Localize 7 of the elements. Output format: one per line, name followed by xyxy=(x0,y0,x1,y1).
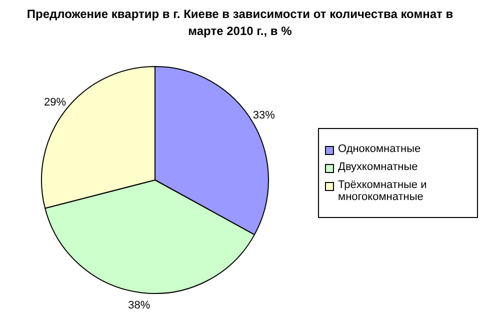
legend-label: Трёхкомнатные и многокомнатные xyxy=(338,179,428,203)
legend-label: Однокомнатные xyxy=(338,143,421,155)
data-label: 33% xyxy=(252,110,276,122)
data-label: 29% xyxy=(44,96,66,108)
data-label: 38% xyxy=(128,300,150,312)
legend-label: Двухкомнатные xyxy=(338,161,418,173)
chart-title: Предложение квартир в г. Киеве в зависимости от количества комнат в марте 2010 г., в % xyxy=(26,6,454,40)
